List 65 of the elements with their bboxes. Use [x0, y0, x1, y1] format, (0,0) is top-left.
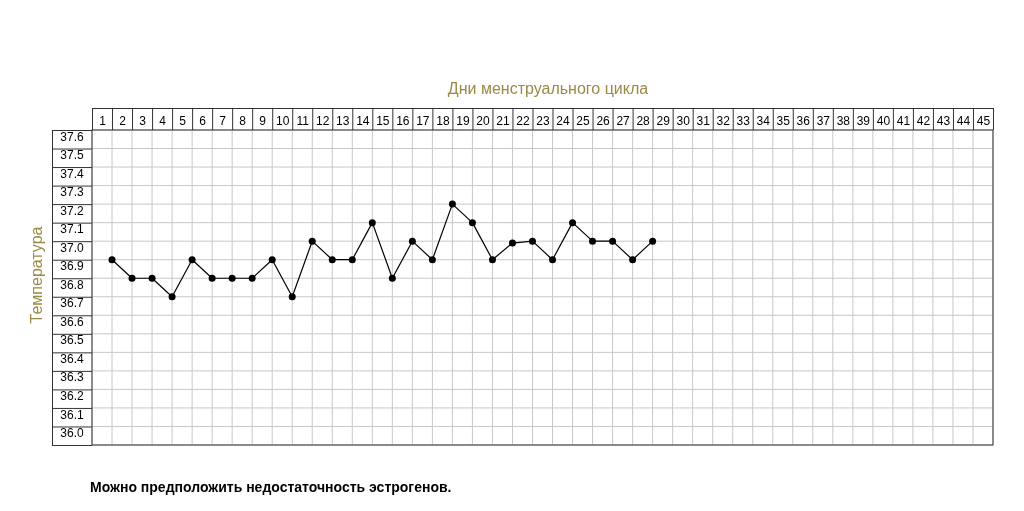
x-tick-label: 25 — [576, 114, 591, 128]
x-tick-label: 7 — [219, 114, 227, 128]
x-axis-title: Дни менструального цикла — [447, 80, 649, 97]
text: Можно предположить недостаточность эстрогенов. — [90, 479, 452, 495]
x-tick-label: 34 — [756, 114, 771, 128]
x-tick-label: 42 — [916, 114, 931, 128]
y-tick-label: 37.0 — [60, 240, 84, 255]
y-tick-label: 36.6 — [60, 314, 84, 329]
x-tick-label: 8 — [239, 114, 247, 128]
x-tick-label: 11 — [296, 114, 310, 128]
x-tick-label: 14 — [356, 114, 370, 128]
y-tick-label: 36.4 — [60, 351, 84, 366]
y-tick-label: 37.5 — [60, 148, 84, 163]
x-tick-label: 26 — [596, 114, 611, 128]
x-tick-label: 20 — [476, 114, 490, 128]
x-tick-label: 15 — [376, 114, 390, 128]
x-tick-label: 22 — [516, 114, 530, 128]
y-tick-label: 36.9 — [60, 259, 84, 274]
y-tick-label: 36.8 — [60, 277, 84, 292]
x-tick-label: 43 — [936, 114, 951, 128]
x-tick-label: 19 — [456, 114, 470, 128]
x-tick-label: 4 — [159, 114, 167, 128]
x-tick-label: 44 — [956, 114, 971, 128]
y-tick-label: 36.3 — [60, 370, 84, 385]
x-tick-label: 24 — [556, 114, 571, 128]
x-tick-label: 31 — [696, 114, 711, 128]
y-axis-title: Температура — [28, 226, 45, 324]
x-tick-label: 32 — [716, 114, 731, 128]
y-tick-label: 36.7 — [60, 296, 84, 311]
x-tick-label: 5 — [179, 114, 187, 128]
y-tick-label: 37.2 — [60, 203, 84, 218]
x-tick-label: 21 — [496, 114, 510, 128]
x-tick-label: 28 — [636, 114, 651, 128]
y-tick-label: 36.5 — [60, 333, 84, 348]
y-tick-label: 36.1 — [60, 407, 84, 422]
x-tick-label: 23 — [536, 114, 550, 128]
x-tick-label: 1 — [99, 114, 107, 128]
y-tick-label: 36.2 — [60, 389, 84, 404]
x-tick-label: 45 — [976, 114, 991, 128]
y-tick-label: 37.6 — [60, 129, 84, 144]
x-tick-label: 17 — [416, 114, 430, 128]
x-tick-label: 12 — [316, 114, 330, 128]
x-tick-label: 38 — [836, 114, 851, 128]
x-tick-label: 37 — [816, 114, 831, 128]
y-tick-label: 36.0 — [60, 426, 84, 441]
x-tick-label: 40 — [876, 114, 891, 128]
y-tick-label: 37.1 — [60, 222, 84, 237]
x-tick-label: 9 — [259, 114, 267, 128]
x-tick-label: 35 — [776, 114, 791, 128]
x-tick-label: 33 — [736, 114, 751, 128]
x-tick-label: 29 — [656, 114, 671, 128]
x-tick-label: 41 — [896, 114, 911, 128]
x-tick-label: 27 — [616, 114, 631, 128]
x-tick-label: 10 — [276, 114, 290, 128]
x-tick-label: 13 — [336, 114, 350, 128]
x-tick-label: 16 — [396, 114, 410, 128]
x-tick-label: 6 — [199, 114, 207, 128]
y-tick-label: 37.4 — [60, 166, 84, 181]
x-tick-label: 30 — [676, 114, 691, 128]
y-tick-label: 37.3 — [60, 185, 84, 200]
x-tick-label: 3 — [139, 114, 147, 128]
x-tick-label: 2 — [119, 114, 127, 128]
x-tick-label: 39 — [856, 114, 871, 128]
x-tick-label: 36 — [796, 114, 811, 128]
x-tick-label: 18 — [436, 114, 450, 128]
